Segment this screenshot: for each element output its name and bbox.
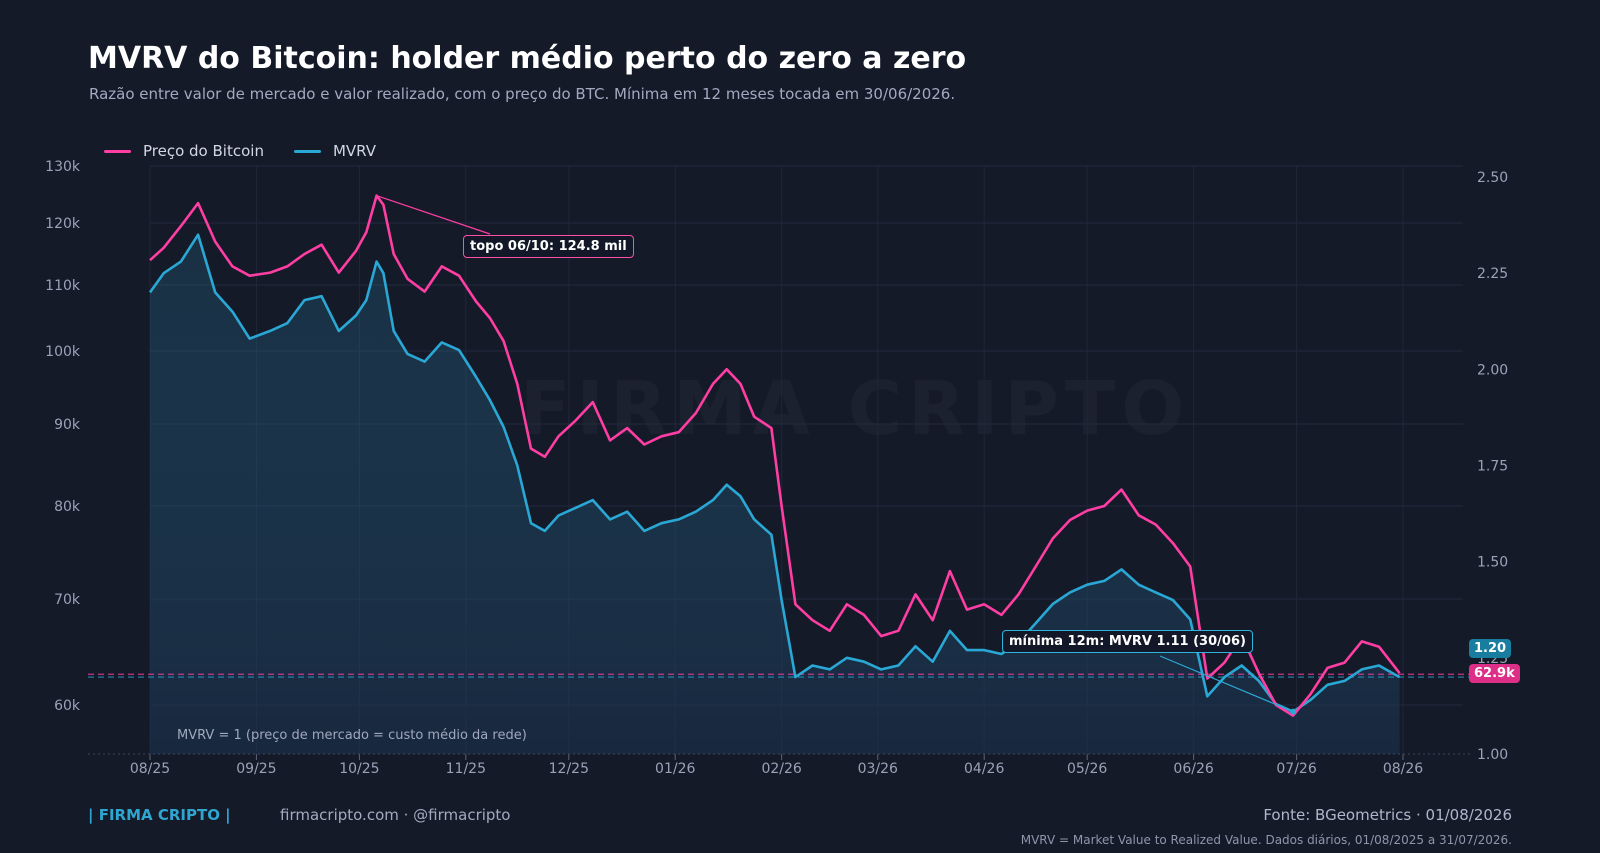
chart-subtitle: Razão entre valor de mercado e valor rea… — [89, 85, 956, 103]
y-right-tick-label: 1.50 — [1477, 555, 1508, 571]
annotation-peak: topo 06/10: 124.8 mil — [463, 235, 634, 258]
y-left-tick-label: 100k — [45, 344, 81, 360]
y-left-tick-label: 120k — [45, 216, 81, 232]
legend-swatch-mvrv — [293, 149, 321, 153]
x-tick-label: 03/26 — [858, 761, 898, 777]
x-tick-label: 07/26 — [1276, 761, 1316, 777]
x-tick-label: 08/26 — [1383, 761, 1423, 777]
annotation-minimum: mínima 12m: MVRV 1.11 (30/06) — [1002, 630, 1253, 653]
x-tick-label: 12/25 — [549, 761, 589, 777]
y-left-tick-label: 80k — [54, 499, 81, 515]
y-right-tick-label: 1.00 — [1477, 747, 1508, 763]
x-tick-label: 08/25 — [130, 761, 170, 777]
current-mvrv-tag: 1.20 — [1469, 639, 1512, 658]
x-tick-label: 02/26 — [761, 761, 801, 777]
legend-label-mvrv: MVRV — [332, 142, 377, 160]
y-left-tick-label: 110k — [45, 278, 81, 294]
y-left-tick-label: 70k — [54, 592, 81, 608]
y-right-tick-label: 2.50 — [1477, 170, 1508, 186]
x-tick-label: 01/26 — [655, 761, 695, 777]
footer-source: Fonte: BGeometrics · 01/08/2026 — [1263, 806, 1512, 824]
chart-title: MVRV do Bitcoin: holder médio perto do z… — [88, 41, 967, 76]
y-left-tick-label: 130k — [45, 159, 81, 175]
annotation-minimum-leader — [1159, 655, 1294, 713]
legend-label-price: Preço do Bitcoin — [143, 142, 264, 160]
x-tick-label: 05/26 — [1067, 761, 1107, 777]
x-tick-label: 10/25 — [339, 761, 379, 777]
legend-item-price: Preço do Bitcoin — [104, 142, 264, 160]
y-left-tick-label: 90k — [54, 417, 81, 433]
minimum-point-marker — [1290, 708, 1297, 715]
x-tick-label: 11/25 — [446, 761, 486, 777]
reference-line-label: MVRV = 1 (preço de mercado = custo médio… — [177, 728, 527, 743]
y-left-tick-label: 60k — [54, 698, 81, 714]
y-right-tick-label: 2.00 — [1477, 362, 1508, 378]
footer-note: MVRV = Market Value to Realized Value. D… — [1020, 833, 1512, 847]
series-line-mvrv — [148, 233, 1401, 713]
x-tick-label: 04/26 — [964, 761, 1004, 777]
y-right-tick-label: 2.25 — [1477, 266, 1508, 282]
legend-item-mvrv: MVRV — [293, 142, 377, 160]
annotation-peak-leader — [376, 195, 491, 235]
legend-swatch-price — [104, 149, 131, 153]
mvrv-area — [150, 234, 1400, 754]
series-line-price — [149, 194, 1401, 717]
chart-legend: Preço do Bitcoin MVRV — [104, 142, 406, 160]
y-right-tick-label: 1.75 — [1477, 459, 1508, 475]
footer-site: firmacripto.com · @firmacripto — [280, 806, 511, 824]
current-price-tag: 62.9k — [1469, 664, 1520, 683]
x-tick-label: 09/25 — [236, 761, 276, 777]
x-tick-label: 06/26 — [1173, 761, 1213, 777]
footer-brand: | FIRMA CRIPTO | — [88, 806, 231, 824]
